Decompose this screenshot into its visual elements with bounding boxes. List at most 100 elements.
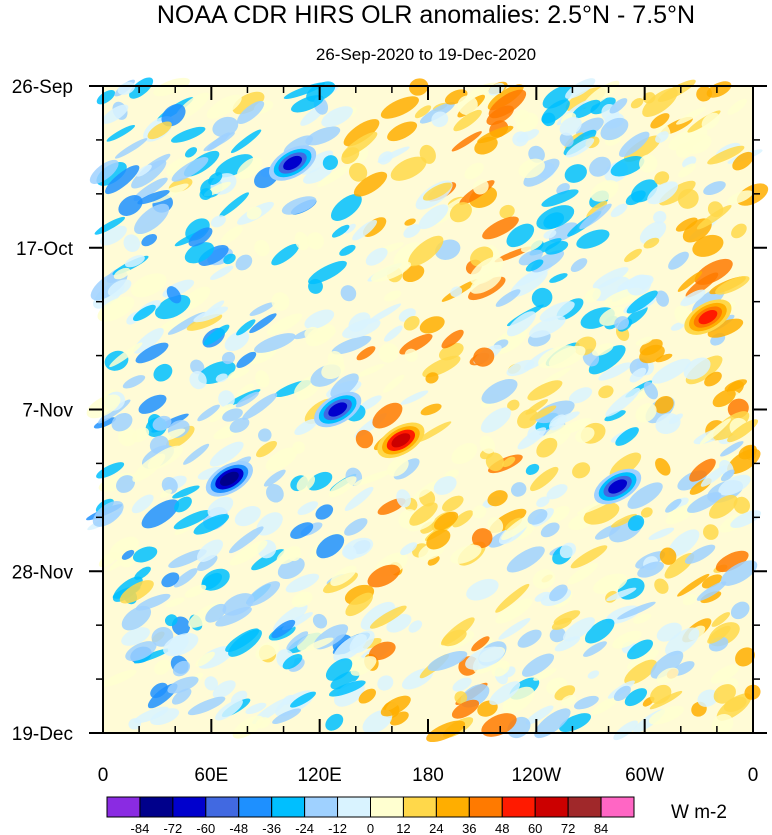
field-cell <box>707 145 745 165</box>
field-cell <box>103 389 116 398</box>
field-cell <box>473 179 489 195</box>
field-cell <box>356 363 385 378</box>
field-cell <box>141 233 158 247</box>
field-cell <box>365 247 388 266</box>
field-cell <box>121 549 135 560</box>
field-cell <box>540 367 571 386</box>
field-cell <box>171 688 192 705</box>
field-cell <box>685 272 719 298</box>
field-cell <box>121 605 152 631</box>
x-tick-label: 0 <box>98 765 109 786</box>
field-cell <box>495 598 533 624</box>
field-cell <box>199 188 213 201</box>
field-cell <box>195 651 215 667</box>
field-cell <box>348 162 368 182</box>
field-cell <box>635 336 653 346</box>
field-cell <box>188 227 213 247</box>
field-cell <box>731 223 747 239</box>
field-cell <box>218 390 235 408</box>
field-cell <box>528 145 545 163</box>
field-cell <box>481 379 518 404</box>
field-cell <box>114 138 148 159</box>
field-cell <box>553 610 581 625</box>
field-cell <box>565 138 595 158</box>
field-cell <box>297 501 319 515</box>
field-cell <box>377 675 394 691</box>
field-cell <box>618 131 650 157</box>
field-cell <box>321 106 353 128</box>
field-cell <box>518 249 543 266</box>
field-cell <box>637 561 664 578</box>
field-cell <box>506 223 535 248</box>
colorbar-label: -24 <box>295 821 314 835</box>
colorbar-swatch <box>172 796 207 818</box>
field-cell <box>480 407 512 433</box>
field-cell <box>209 403 234 423</box>
field-cell <box>419 316 445 334</box>
colorbar: -84 -72 -60 -48 -36 -24 -12 0 12 24 36 48 60 72 84 <box>106 796 635 835</box>
field-cell <box>409 502 438 526</box>
field-cell <box>109 342 143 368</box>
field-cell <box>263 469 286 487</box>
field-cell <box>487 517 504 534</box>
field-cell <box>372 402 403 429</box>
field-cell <box>343 119 380 147</box>
field-cell <box>313 328 336 342</box>
field-cell <box>330 565 357 586</box>
field-cell <box>150 708 180 726</box>
field-cell <box>129 77 154 99</box>
field-cell <box>545 240 569 255</box>
field-cell <box>205 603 227 623</box>
field-cell <box>517 409 539 429</box>
field-cell <box>565 78 596 99</box>
field-cell <box>117 426 138 447</box>
field-cell <box>591 695 620 716</box>
field-cell <box>356 346 376 361</box>
field-cell <box>511 482 527 497</box>
field-cell <box>643 381 659 400</box>
field-cell <box>592 267 629 289</box>
field-cell <box>724 379 748 392</box>
field-cell <box>559 713 592 733</box>
field-cell <box>276 546 301 565</box>
colorbar-swatch <box>567 796 602 818</box>
field-cell <box>534 591 550 602</box>
y-tick-label: 19-Dec <box>12 724 73 745</box>
field-cell <box>733 496 751 514</box>
colorbar-swatch <box>468 796 503 818</box>
field-cell <box>134 566 151 580</box>
field-cell <box>655 458 671 476</box>
field-cell <box>572 462 591 479</box>
field-cell <box>106 124 136 142</box>
field-cell <box>184 242 214 264</box>
field-cell <box>579 203 612 230</box>
field-cell <box>89 159 119 184</box>
y-tick-label: 17-Oct <box>16 239 74 260</box>
colorbar-label: -36 <box>262 821 281 835</box>
field-cell <box>699 418 732 445</box>
field-cell <box>425 372 439 384</box>
field-cell <box>234 506 261 527</box>
field-cell <box>586 200 608 219</box>
field-cell <box>499 204 515 219</box>
field-cell <box>521 653 555 677</box>
field-cell <box>465 646 505 670</box>
field-cell <box>249 302 275 317</box>
colorbar-label: -60 <box>196 821 215 835</box>
field-cell <box>576 229 610 249</box>
field-cell <box>164 614 178 627</box>
field-cell <box>193 513 230 535</box>
field-cell <box>450 544 482 564</box>
field-cell <box>457 95 478 116</box>
field-cell <box>161 103 186 127</box>
field-cell <box>210 265 234 280</box>
colorbar-swatch <box>304 796 339 818</box>
field-cell <box>626 649 659 670</box>
field-cell <box>655 131 669 143</box>
field-cell <box>229 417 250 433</box>
field-cell <box>285 573 320 593</box>
field-cell <box>689 458 716 482</box>
field-cell <box>316 534 345 559</box>
field-cell <box>676 106 706 125</box>
field-cell <box>617 601 656 620</box>
